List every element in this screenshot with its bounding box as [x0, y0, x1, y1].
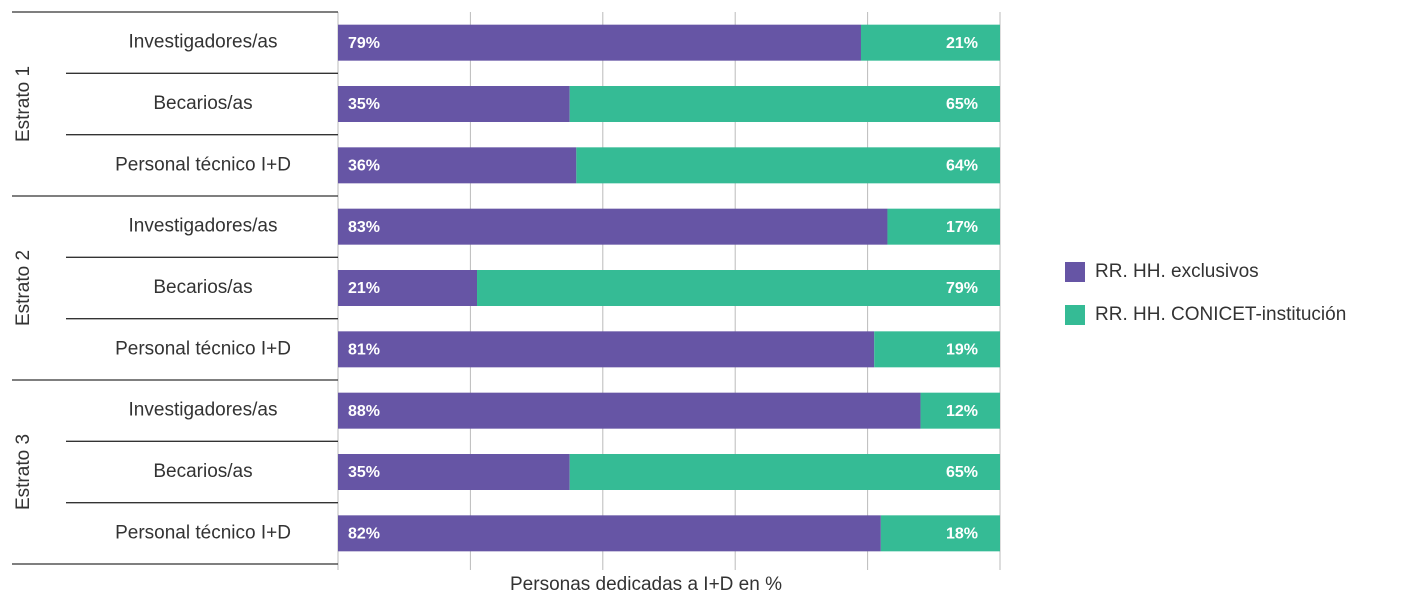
legend-label: RR. HH. CONICET-institución	[1095, 304, 1346, 325]
bar-segment	[569, 454, 1000, 490]
bar-segment	[338, 270, 478, 306]
value-label: 19%	[946, 342, 978, 359]
value-label: 21%	[348, 280, 380, 297]
value-label: 12%	[946, 403, 978, 420]
bar-segment	[338, 392, 921, 429]
bar-segment	[338, 454, 570, 490]
bar-segment	[338, 24, 861, 61]
category-label: Personal técnico I+D	[115, 522, 291, 543]
value-label: 18%	[946, 526, 978, 543]
value-label: 21%	[946, 35, 978, 52]
value-label: 65%	[946, 96, 978, 113]
bar-segment	[338, 515, 881, 552]
category-label: Personal técnico I+D	[115, 154, 291, 175]
bar-segment	[576, 147, 1000, 184]
value-label: 83%	[348, 219, 380, 236]
value-label: 81%	[348, 342, 380, 359]
value-label: 36%	[348, 158, 380, 175]
category-label: Becarios/as	[153, 277, 252, 298]
x-axis-title: Personas dedicadas a I+D en %	[510, 574, 782, 595]
group-label: Estrato 1	[13, 66, 34, 142]
legend-swatch	[1065, 262, 1085, 282]
bar-segment	[874, 331, 1000, 368]
legend-label: RR. HH. exclusivos	[1095, 261, 1259, 282]
value-label: 35%	[348, 96, 380, 113]
category-label: Becarios/as	[153, 93, 252, 114]
group-label: Estrato 3	[13, 434, 34, 510]
category-label: Investigadores/as	[129, 216, 278, 237]
category-label: Investigadores/as	[129, 400, 278, 421]
bar-segment	[338, 86, 570, 122]
value-label: 79%	[348, 35, 380, 52]
bar-segment	[860, 24, 1000, 61]
bar-segment	[338, 208, 888, 245]
value-label: 79%	[946, 280, 978, 297]
bar-segment	[887, 208, 1000, 245]
bar-segment	[880, 515, 1000, 552]
category-label: Becarios/as	[153, 461, 252, 482]
bar-segment	[569, 86, 1000, 122]
value-label: 82%	[348, 526, 380, 543]
bar-segment	[477, 270, 1000, 306]
value-label: 65%	[946, 464, 978, 481]
value-label: 35%	[348, 464, 380, 481]
value-label: 64%	[946, 158, 978, 175]
category-label: Personal técnico I+D	[115, 338, 291, 359]
bar-segment	[338, 147, 577, 184]
bar-segment	[338, 331, 875, 368]
legend-swatch	[1065, 305, 1085, 325]
category-label: Investigadores/as	[129, 32, 278, 53]
group-label: Estrato 2	[13, 250, 34, 326]
value-label: 17%	[946, 219, 978, 236]
value-label: 88%	[348, 403, 380, 420]
bar-segment	[920, 392, 1000, 429]
